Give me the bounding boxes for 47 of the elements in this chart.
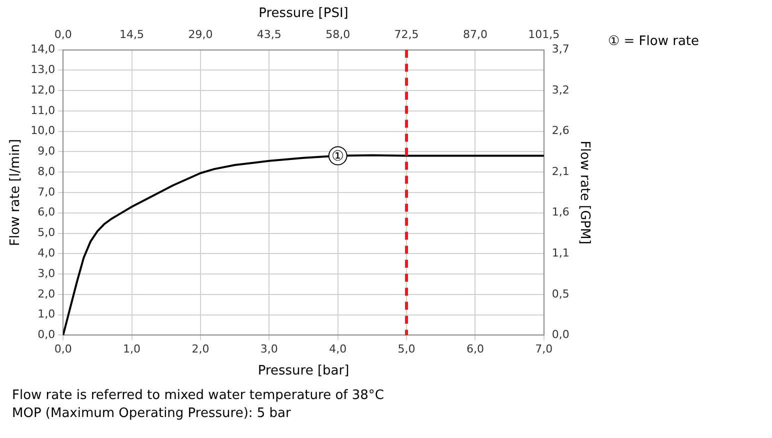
x-tick-label: 4,0	[329, 342, 347, 356]
y2-tick-label: 2,1	[552, 164, 570, 178]
y-tick-label: 4,0	[38, 246, 56, 260]
annotation: ①	[332, 148, 344, 164]
text: Flow rate is referred to mixed water temperature of 38°C	[12, 388, 384, 403]
y2-tick-label: 2,6	[552, 124, 570, 138]
y-tick-label: 14,0	[30, 42, 56, 56]
y-tick-label: 13,0	[30, 63, 56, 76]
x2-tick-label: 101,5	[528, 28, 560, 42]
y2-tick-label: 0,0	[552, 328, 570, 342]
y-tick-label: 3,0	[38, 266, 56, 280]
y2-tick-label: 0,5	[552, 287, 570, 300]
y2-tick-label: 1,1	[552, 246, 570, 260]
y2-tick-label: 1,6	[552, 206, 570, 219]
x-tick-label: 1,0	[123, 342, 141, 356]
x-tick-label: 2,0	[192, 342, 210, 356]
x-tick-label: 3,0	[260, 342, 278, 356]
y2-tick-label: 3,7	[552, 42, 570, 56]
y-tick-label: 10,0	[30, 124, 56, 138]
text: MOP (Maximum Operating Pressure): 5 bar	[12, 406, 291, 421]
x2-tick-label: 87,0	[462, 28, 488, 42]
y2-tick-label: 3,2	[552, 83, 570, 96]
x2-tick-label: 14,5	[120, 28, 144, 42]
y-tick-label: 8,0	[38, 164, 56, 178]
x-tick-label: 6,0	[466, 342, 484, 356]
x2-tick-label: 29,0	[188, 28, 213, 42]
y-axis-title: Flow rate [l/min]	[8, 139, 24, 246]
y-tick-label: 5,0	[38, 226, 56, 240]
y-tick-label: 12,0	[30, 83, 56, 96]
y-tick-label: 9,0	[38, 144, 56, 158]
y-tick-label: 0,0	[38, 328, 56, 342]
text: ① = Flow rate	[608, 34, 700, 49]
x2-axis-title: Pressure [PSI]	[258, 6, 348, 22]
x-axis-title: Pressure [bar]	[258, 364, 350, 379]
y2-axis-title: Flow rate [GPM]	[576, 140, 592, 244]
x-tick-label: 5,0	[398, 342, 416, 356]
x2-tick-label: 0,0	[54, 28, 72, 42]
y-tick-label: 6,0	[38, 206, 56, 219]
y-tick-label: 11,0	[30, 104, 56, 117]
x2-tick-label: 72,5	[394, 28, 419, 42]
y-tick-label: 7,0	[38, 185, 56, 198]
x-tick-label: 7,0	[535, 342, 553, 356]
x2-tick-label: 58,0	[326, 28, 350, 42]
x2-tick-label: 43,5	[256, 28, 282, 42]
y-tick-label: 2,0	[38, 287, 56, 300]
y-tick-label: 1,0	[38, 308, 56, 321]
x-tick-label: 0,0	[54, 342, 72, 356]
